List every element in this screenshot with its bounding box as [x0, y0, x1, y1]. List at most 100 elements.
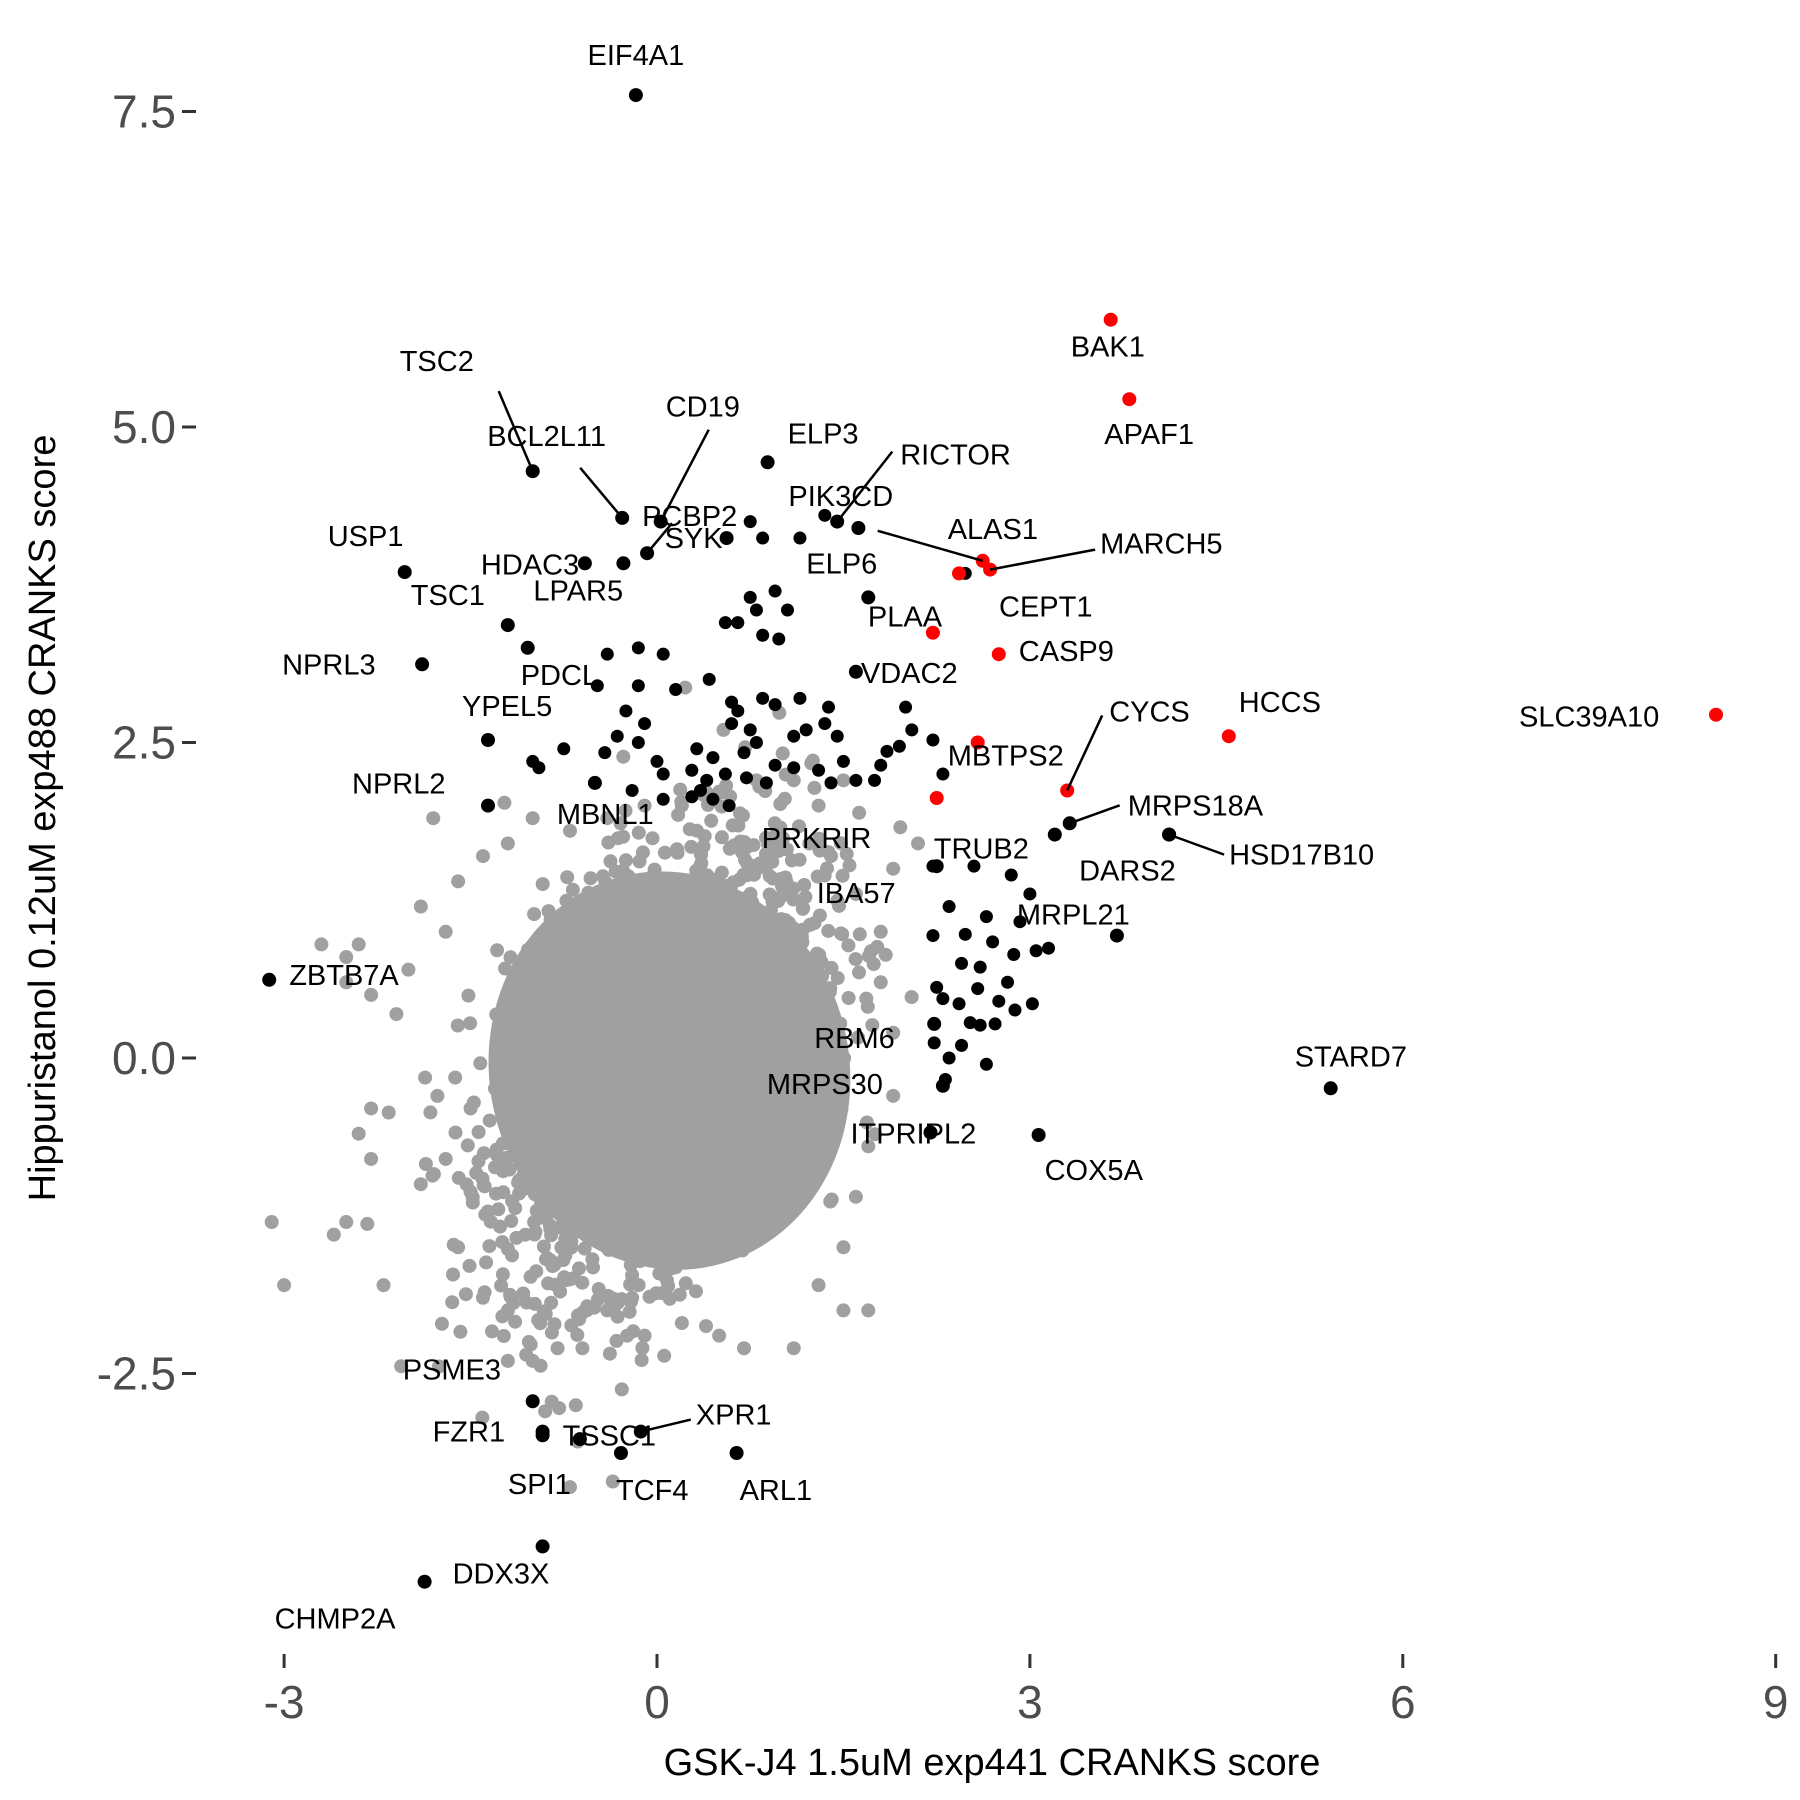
background-point	[637, 798, 652, 813]
label-ddx3x: DDX3X	[453, 1558, 550, 1590]
label-rbm6: RBM6	[814, 1023, 895, 1055]
data-point	[749, 736, 763, 749]
background-point	[535, 877, 550, 892]
label-cept1: CEPT1	[999, 591, 1092, 623]
label-hsd17b10: HSD17B10	[1229, 840, 1374, 872]
background-point	[482, 1239, 497, 1254]
point-mbnl1	[587, 775, 602, 790]
background-point	[812, 908, 827, 923]
label-chmp2a: CHMP2A	[275, 1604, 397, 1636]
background-point	[786, 892, 801, 907]
label-trub2: TRUB2	[934, 834, 1029, 866]
data-point	[743, 723, 757, 737]
data-point	[1004, 868, 1018, 882]
point-vdac2	[848, 664, 863, 679]
background-point	[870, 939, 885, 954]
y-tick-label: 5.0	[112, 401, 176, 453]
background-point	[670, 842, 684, 857]
background-point	[525, 1353, 540, 1368]
point-casp9	[991, 647, 1006, 662]
background-point	[425, 1168, 440, 1183]
background-point	[868, 1127, 883, 1142]
data-point	[739, 771, 753, 785]
background-point	[473, 1056, 488, 1071]
background-point	[552, 1401, 567, 1416]
background-point	[820, 861, 834, 876]
data-point	[600, 647, 614, 661]
data-point	[1042, 941, 1056, 955]
data-point	[656, 767, 670, 781]
data-point	[942, 900, 956, 914]
background-point	[833, 836, 848, 851]
background-point	[381, 1105, 396, 1120]
data-point	[936, 992, 950, 1006]
background-point	[451, 874, 466, 889]
background-point	[689, 823, 704, 838]
data-point	[874, 758, 888, 772]
point-eif4a1	[628, 88, 643, 103]
data-point	[892, 739, 906, 753]
data-point	[685, 763, 699, 777]
background-point	[860, 999, 875, 1014]
background-point	[605, 1474, 620, 1489]
data-point	[557, 742, 571, 756]
background-point	[264, 1215, 279, 1230]
x-tick-label: 6	[1390, 1676, 1416, 1728]
label-mbnl1: MBNL1	[557, 799, 654, 831]
label-itpripl2: ITPRIPL2	[851, 1119, 977, 1151]
background-point	[735, 845, 750, 860]
background-point	[360, 1216, 375, 1231]
point-pdcl	[520, 640, 535, 655]
background-point	[761, 837, 776, 852]
background-point	[861, 1303, 876, 1318]
data-point	[768, 758, 782, 772]
leader-alas1	[877, 529, 984, 562]
background-point	[475, 1290, 490, 1305]
background-point	[586, 1260, 600, 1275]
background-point	[610, 1309, 625, 1324]
label-stard7: STARD7	[1295, 1041, 1407, 1073]
point-labels: EIF4A1 BAK1 APAF1 TSC2 CD19 BCL2L11 ELP3 RICTOR…	[275, 40, 1660, 1636]
point-lpar5	[616, 556, 631, 571]
label-mrpl21: MRPL21	[1017, 900, 1130, 932]
background-point	[496, 1329, 511, 1343]
background-point	[714, 830, 729, 845]
label-vdac2: VDAC2	[861, 658, 958, 690]
background-point	[674, 886, 689, 901]
label-leader-lines	[497, 390, 1225, 1433]
background-point	[516, 1286, 531, 1301]
label-apaf1: APAF1	[1104, 419, 1194, 451]
data-point	[690, 742, 704, 756]
x-tick-label: 0	[644, 1676, 670, 1728]
background-point	[886, 861, 901, 876]
background-point	[525, 811, 540, 826]
background-point	[873, 975, 888, 990]
background-point	[423, 1105, 438, 1120]
label-mrps30: MRPS30	[767, 1069, 883, 1101]
background-point	[841, 991, 856, 1005]
data-point	[725, 717, 739, 731]
background-point	[480, 1204, 495, 1219]
background-point	[568, 1398, 583, 1413]
background-point	[432, 1359, 446, 1374]
background-point	[502, 1162, 517, 1177]
data-point	[793, 691, 807, 705]
x-axis-title: GSK-J4 1.5uM exp441 CRANKS score	[664, 1742, 1321, 1784]
data-point	[973, 1018, 987, 1032]
label-syk: SYK	[665, 523, 724, 555]
background-point	[625, 1126, 640, 1141]
point-ddx3x	[535, 1539, 550, 1554]
background-point	[886, 1088, 901, 1103]
label-pik3cd: PIK3CD	[788, 481, 893, 513]
data-point	[1029, 944, 1043, 958]
background-point	[620, 1328, 635, 1343]
label-ypel5: YPEL5	[462, 691, 552, 723]
background-point	[662, 1291, 677, 1306]
background-point	[807, 780, 822, 795]
background-point	[811, 1278, 826, 1293]
label-tcf4: TCF4	[616, 1475, 689, 1507]
background-point	[786, 1076, 801, 1091]
background-point	[508, 1201, 523, 1216]
point-cox5a	[1031, 1128, 1046, 1142]
background-point	[438, 924, 453, 939]
